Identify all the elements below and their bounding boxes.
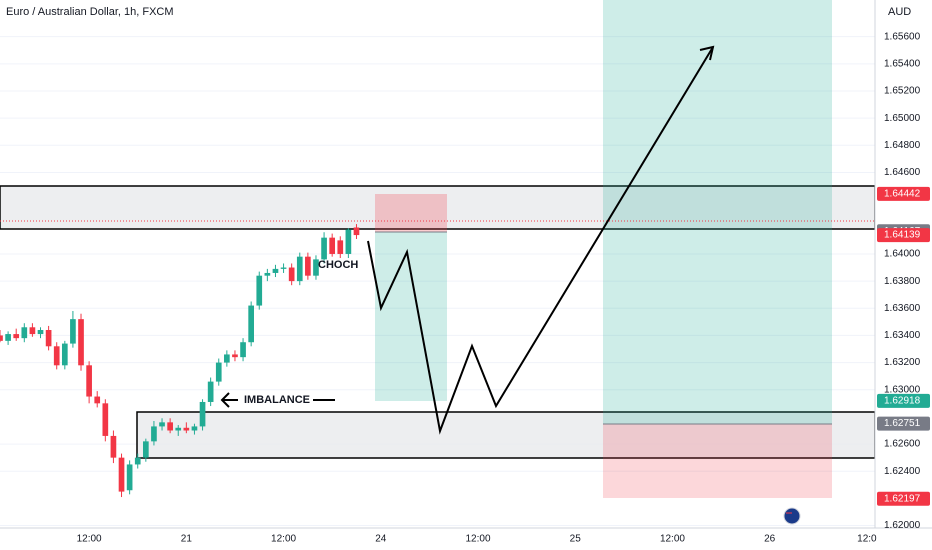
candle-body [37,330,44,335]
candle-body [102,403,109,436]
imbalance-arrowhead [220,392,230,408]
axis-labels: 1.62000 1.62400 1.62600 1.63000 1.63200 1.634… [77,31,930,545]
y-tick-label: 1.63600 [884,303,921,314]
demand-zone [136,411,876,459]
y-tick-label: 1.62400 [884,466,921,477]
candle-body [248,305,254,343]
candle-body [86,365,92,397]
supply-zone [0,185,876,230]
candle-body [321,237,327,260]
candle-body [224,354,230,363]
candle-body [305,256,311,276]
price-badge-label: 1.64139 [884,230,921,241]
y-tick-label: 1.62000 [884,520,921,531]
x-tick-label: 12:00 [77,534,102,545]
candle-body [134,457,141,465]
y-tick-label: 1.65400 [884,58,921,69]
candle-body [207,381,214,402]
candle-body [191,426,198,431]
candle-body [288,267,295,282]
candle-body [118,457,125,492]
candle-body [21,327,28,339]
price-badge-label: 1.62918 [884,396,921,407]
candle-body [296,256,303,282]
candle-body [142,441,149,458]
y-tick-label: 1.64800 [884,140,921,151]
candle-body [5,334,11,341]
price-badge [877,393,930,408]
currency-label: AUD [888,6,911,18]
candle-body [345,229,352,254]
choch-label: CHOCH [318,259,358,271]
long-target-zone [603,0,832,424]
y-tick-label: 1.63000 [884,384,921,395]
candle-body [110,435,117,458]
x-tick-label: 24 [375,534,387,545]
price-axis [875,0,932,550]
y-tick-label: 1.63400 [884,330,921,341]
y-tick-label: 1.62600 [884,439,921,450]
projection-arrowhead [699,45,715,61]
price-badge [877,186,930,201]
candle-body [272,268,279,273]
imbalance-label: IMBALANCE [244,394,310,406]
candle-body [353,227,360,236]
candle-body [256,275,263,306]
time-axis [0,529,932,550]
y-tick-label: 1.63200 [884,357,921,368]
price-badge [877,228,930,243]
candle-body [215,362,222,382]
candle-body [13,334,20,339]
candle-body [45,330,52,347]
candle-body [313,259,319,276]
flag-icon [783,507,801,525]
candles [0,224,360,498]
projection-path [367,46,714,435]
price-badge-label: 1.62751 [884,418,921,429]
candle-body [0,335,3,341]
price-badge-label: 1.64442 [884,189,921,200]
y-tick-label: 1.65600 [884,31,921,42]
short-target-zone [375,232,447,401]
candle-body [264,272,271,276]
y-tick-label: 1.65000 [884,113,921,124]
x-tick-label: 26 [764,534,776,545]
x-tick-label: 12:00 [660,534,685,545]
candle-body [199,401,206,427]
price-badge-label: 1.62197 [884,493,921,504]
candle-body [29,327,36,335]
x-tick-label: 12:0 [857,534,877,545]
candle-body [183,427,190,431]
candle-body [53,346,60,366]
candle-body [94,396,101,404]
candle-body [70,319,76,344]
candle-body [240,342,246,358]
x-tick-label: 21 [181,534,193,545]
candle-body [151,426,157,442]
long-stop-zone [603,424,832,498]
candle-body [61,343,68,366]
candle-body [280,267,287,269]
candle-body [175,427,182,431]
x-tick-label: 12:00 [271,534,296,545]
candle-body [167,422,173,431]
candle-body [232,354,238,358]
x-tick-label: 12:00 [465,534,490,545]
x-tick-label: 25 [570,534,582,545]
chart-title: Euro / Australian Dollar, 1h, FXCM [6,6,174,18]
short-stop-zone [375,194,447,232]
y-tick-label: 1.63800 [884,276,921,287]
candle-body [126,464,133,491]
y-tick-label: 1.64600 [884,167,921,178]
price-badge [877,491,930,506]
y-tick-label: 1.64000 [884,249,921,260]
candle-body [329,237,336,254]
price-badge [877,416,930,431]
candle-body [337,240,344,254]
y-tick-label: 1.65200 [884,86,921,97]
candle-body [159,422,165,427]
candle-body [78,319,84,366]
